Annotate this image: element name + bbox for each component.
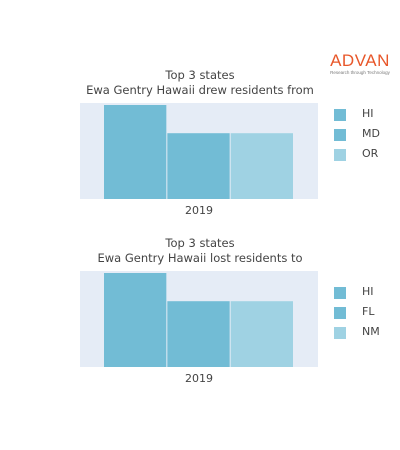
advan-logo: ADVAN Research through Technology [325, 52, 395, 78]
logo-wordmark: ADVAN [330, 51, 390, 70]
chart-1-bars [104, 105, 293, 199]
legend-label: MD [362, 127, 380, 140]
chart-1-title: Top 3 states Ewa Gentry Hawaii drew resi… [60, 68, 340, 98]
chart-2-bars [104, 273, 293, 367]
bar-nm[interactable] [230, 301, 293, 367]
chart-1-x-tick: 2019 [185, 204, 213, 217]
logo-tagline: Research through Technology [330, 70, 390, 75]
bar-hi[interactable] [104, 273, 167, 367]
bar-hi[interactable] [104, 105, 167, 199]
legend-label: HI [362, 107, 374, 120]
legend-swatch [334, 327, 346, 339]
legend-swatch [334, 307, 346, 319]
bar-md[interactable] [167, 133, 230, 199]
bar-or[interactable] [230, 133, 293, 199]
chart-2-plot-area [80, 271, 318, 367]
chart-1-plot-area [80, 103, 318, 199]
chart-2-x-tick: 2019 [185, 372, 213, 385]
chart-2-title-line-1: Top 3 states [165, 236, 235, 250]
legend-label: NM [362, 325, 380, 338]
legend-label: FL [362, 305, 375, 318]
chart-1-title-line-2: Ewa Gentry Hawaii drew residents from [86, 83, 314, 97]
legend-label: HI [362, 285, 374, 298]
legend-label: OR [362, 147, 379, 160]
chart-2-title-line-2: Ewa Gentry Hawaii lost residents to [97, 251, 303, 265]
chart-2-title: Top 3 states Ewa Gentry Hawaii lost resi… [60, 236, 340, 266]
legend-swatch [334, 109, 346, 121]
legend-swatch [334, 287, 346, 299]
chart-1-title-line-1: Top 3 states [165, 68, 235, 82]
legend-swatch [334, 129, 346, 141]
legend-swatch [334, 149, 346, 161]
bar-fl[interactable] [167, 301, 230, 367]
